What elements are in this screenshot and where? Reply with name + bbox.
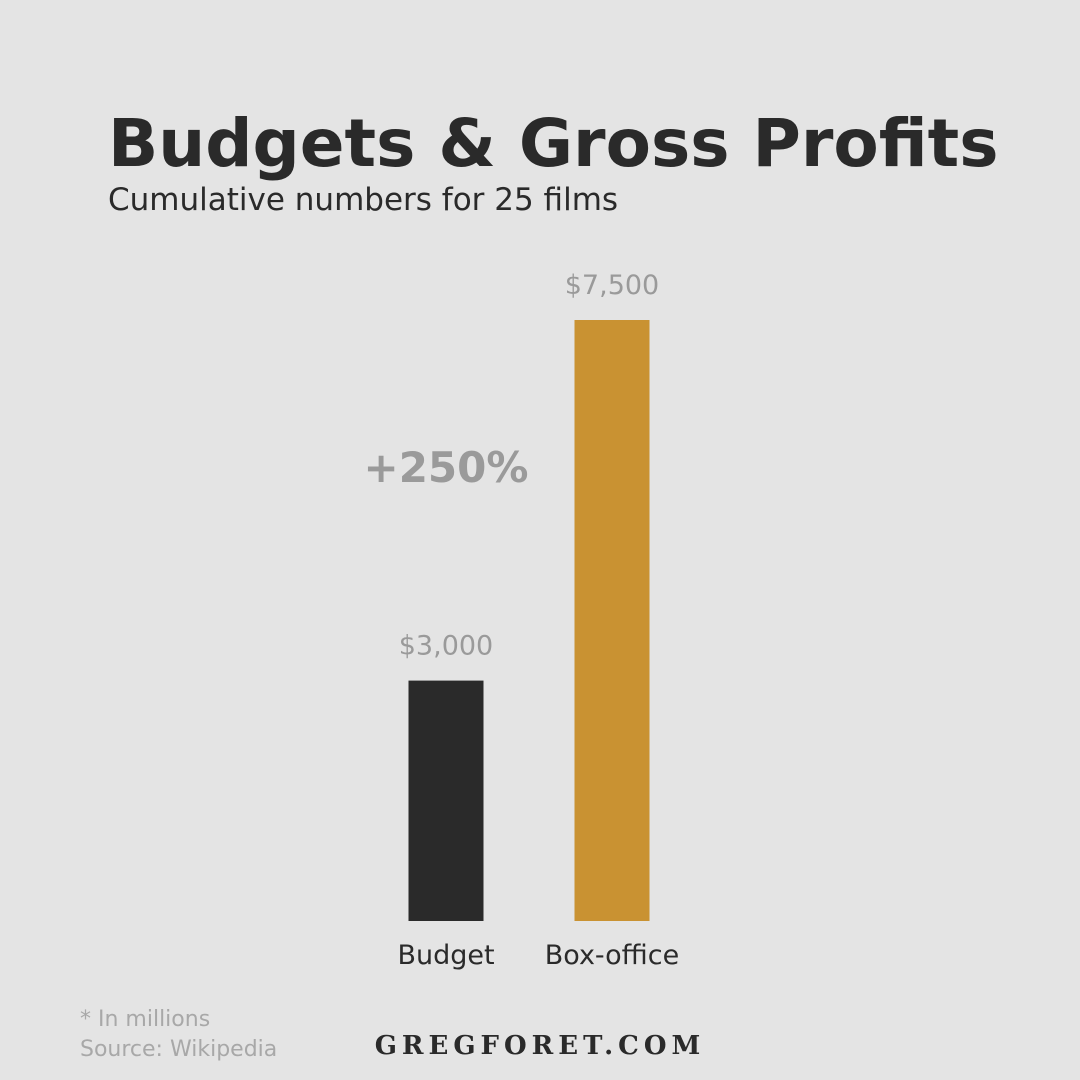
source-note: Source: Wikipedia (80, 1037, 277, 1062)
bar (574, 320, 650, 921)
brand: GREGFORET.COM (375, 1031, 706, 1061)
value-label: $7,500 (565, 270, 659, 301)
x-tick-label: Budget (397, 940, 494, 971)
note: * In millions (80, 1007, 210, 1032)
annotation: +250% (364, 443, 529, 492)
value-label: $3,000 (399, 631, 493, 662)
bar (408, 680, 484, 921)
x-tick-label: Box-office (545, 940, 680, 971)
chart-title: Budgets & Gross Profits (108, 105, 999, 182)
chart-subtitle: Cumulative numbers for 25 films (108, 182, 618, 218)
